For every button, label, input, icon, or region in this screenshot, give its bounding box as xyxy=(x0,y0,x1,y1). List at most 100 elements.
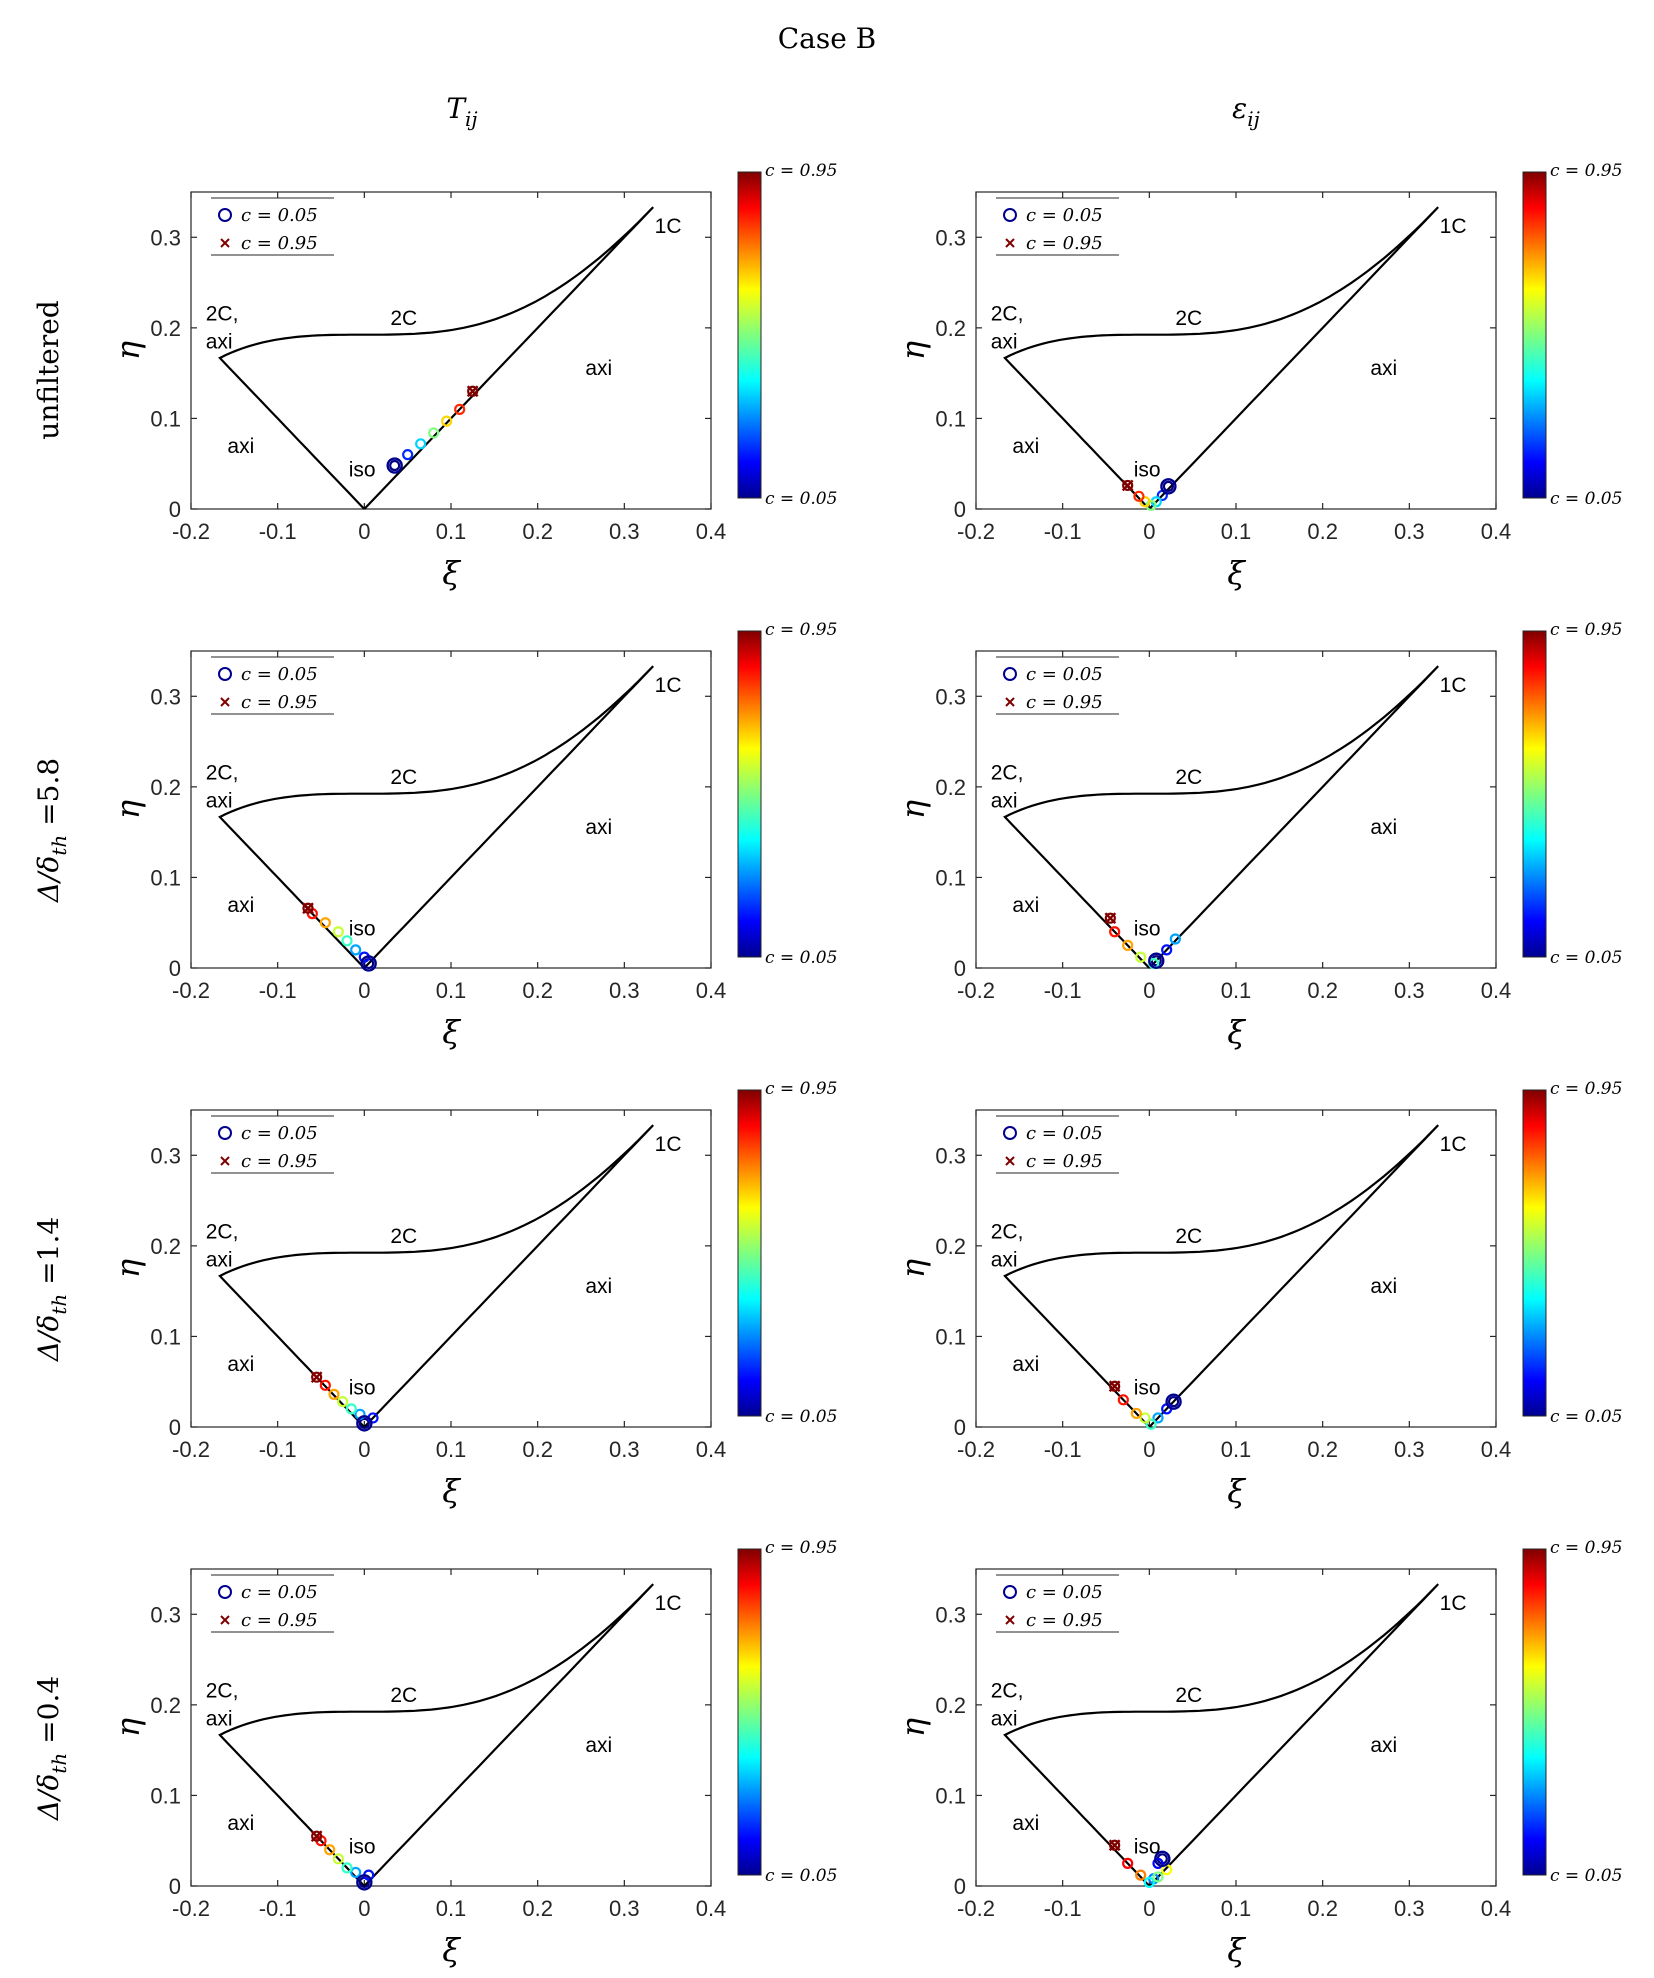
legend-entry-high: c = 0.95 xyxy=(241,233,318,254)
x-tick-label: 0.4 xyxy=(696,1896,727,1921)
x-tick-label: -0.2 xyxy=(172,1896,210,1921)
legend-circle-icon xyxy=(218,1585,232,1599)
legend-circle-icon xyxy=(1003,208,1017,222)
colorbar-min-label: c = 0.05 xyxy=(765,1866,837,1886)
trajectory-point xyxy=(1135,1869,1147,1881)
x-tick-label: 0.2 xyxy=(522,1896,553,1921)
region-label-2c: 2C xyxy=(1175,766,1202,789)
colorbar-min-label: c = 0.05 xyxy=(765,489,837,509)
y-tick-label: 0.2 xyxy=(935,316,966,341)
x-tick-label: 0.2 xyxy=(522,519,553,544)
region-label-2c: 2C xyxy=(390,1684,417,1707)
x-tick-label: -0.2 xyxy=(957,519,995,544)
x-tick-label: -0.1 xyxy=(1044,978,1082,1003)
x-tick-label: 0.1 xyxy=(1221,1896,1252,1921)
row-label: Δ/δth =1.4 xyxy=(32,1217,71,1362)
y-tick-label: 0 xyxy=(954,1874,966,1899)
trajectory-point xyxy=(319,1379,331,1391)
colorbar-min-label: c = 0.05 xyxy=(1550,1407,1622,1427)
region-label-axi-corner: axi xyxy=(206,790,233,813)
trajectory-point xyxy=(1169,933,1181,945)
y-tick-label: 0.1 xyxy=(150,406,181,431)
trajectory-point xyxy=(402,449,414,461)
y-tick-label: 0.3 xyxy=(150,225,181,250)
region-label-iso: iso xyxy=(1134,1835,1161,1858)
scatter-panel: -0.2 -0.1 0 0.1 0.2 0.3 0.4 0 0.1 0.2 0.3 ξ η 1C 2C 2C,… xyxy=(109,161,837,592)
row-label-group: unfiltered xyxy=(32,300,65,439)
start-marker-circle xyxy=(356,1874,373,1891)
y-axis-label-group: η xyxy=(109,800,147,819)
colorbar-max-label: c = 0.95 xyxy=(1550,1079,1622,1099)
region-label-1c: 1C xyxy=(655,1133,682,1156)
colorbar-max-label: c = 0.95 xyxy=(1550,620,1622,640)
end-marker-cross xyxy=(1104,912,1117,925)
colorbar-min-label: c = 0.05 xyxy=(765,948,837,968)
legend-circle-icon xyxy=(218,667,232,681)
lumley-triangle-boundary xyxy=(218,1124,654,1428)
trajectory-point xyxy=(302,902,314,914)
start-marker-circle xyxy=(360,955,377,972)
x-tick-label: -0.1 xyxy=(1044,519,1082,544)
region-label-2c-axi: 2C, xyxy=(206,303,239,326)
y-axis-label: η xyxy=(109,341,147,360)
region-label-1c: 1C xyxy=(1440,1592,1467,1615)
region-label-1c: 1C xyxy=(655,215,682,238)
x-tick-label: -0.1 xyxy=(1044,1896,1082,1921)
y-tick-label: 0.2 xyxy=(935,775,966,800)
region-label-axi-left: axi xyxy=(227,1812,254,1835)
region-label-axi-right: axi xyxy=(1370,1275,1397,1298)
x-axis-label: ξ xyxy=(442,1931,461,1969)
y-tick-label: 0 xyxy=(954,956,966,981)
y-axis-label: η xyxy=(894,341,932,360)
region-label-2c: 2C xyxy=(390,766,417,789)
legend-entry-low: c = 0.05 xyxy=(241,1582,318,1603)
legend-cross-icon xyxy=(1005,238,1015,248)
lumley-triangle-boundary xyxy=(1003,206,1439,510)
x-tick-label: 0.3 xyxy=(1394,1896,1425,1921)
x-tick-label: -0.2 xyxy=(172,519,210,544)
x-tick-label: 0.1 xyxy=(436,519,467,544)
trajectory-point xyxy=(345,1403,357,1415)
x-axis-label: ξ xyxy=(1227,1931,1246,1969)
x-axis-label: ξ xyxy=(442,554,461,592)
y-tick-label: 0.2 xyxy=(150,1234,181,1259)
region-label-axi-corner: axi xyxy=(991,1249,1018,1272)
region-label-1c: 1C xyxy=(1440,1133,1467,1156)
y-axis-label: η xyxy=(109,800,147,819)
scatter-panel: -0.2 -0.1 0 0.1 0.2 0.3 0.4 0 0.1 0.2 0.3 ξ η 1C 2C 2C,… xyxy=(894,1538,1622,1969)
x-tick-label: 0.2 xyxy=(1307,978,1338,1003)
trajectory-point xyxy=(332,1853,344,1865)
y-tick-label: 0.1 xyxy=(935,1783,966,1808)
trajectory-point xyxy=(1152,1412,1164,1424)
row-label: Δ/δth =0.4 xyxy=(32,1676,71,1821)
trajectory-point xyxy=(1109,1380,1121,1392)
region-label-1c: 1C xyxy=(655,674,682,697)
trajectory-point xyxy=(1150,955,1162,967)
x-tick-label: 0.4 xyxy=(696,978,727,1003)
region-label-iso: iso xyxy=(1134,458,1161,481)
end-marker-cross xyxy=(466,385,479,398)
trajectory-point xyxy=(350,944,362,956)
x-tick-label: 0.1 xyxy=(436,1896,467,1921)
legend-cross-icon xyxy=(220,238,230,248)
region-label-1c: 1C xyxy=(1440,215,1467,238)
y-tick-label: 0.1 xyxy=(150,1783,181,1808)
x-tick-label: -0.2 xyxy=(957,1437,995,1462)
y-tick-label: 0.1 xyxy=(150,865,181,890)
scatter-panel: -0.2 -0.1 0 0.1 0.2 0.3 0.4 0 0.1 0.2 0.3 ξ η 1C 2C 2C,… xyxy=(109,1538,837,1969)
x-tick-label: 0.4 xyxy=(1481,1437,1512,1462)
trajectory-point xyxy=(332,926,344,938)
column-title: εij xyxy=(1232,92,1260,131)
start-marker-circle xyxy=(1165,1393,1182,1410)
colorbar xyxy=(1522,1548,1547,1876)
region-label-2c: 2C xyxy=(1175,307,1202,330)
region-label-2c-axi: 2C, xyxy=(206,1680,239,1703)
x-tick-label: 0.2 xyxy=(1307,1896,1338,1921)
x-tick-label: 0 xyxy=(358,1896,370,1921)
y-axis-label: η xyxy=(894,1259,932,1278)
x-tick-label: 0.3 xyxy=(1394,978,1425,1003)
x-tick-label: -0.2 xyxy=(172,1437,210,1462)
legend-entry-high: c = 0.95 xyxy=(1026,1610,1103,1631)
legend-entry-low: c = 0.05 xyxy=(241,1123,318,1144)
y-axis-label-group: η xyxy=(894,1718,932,1737)
